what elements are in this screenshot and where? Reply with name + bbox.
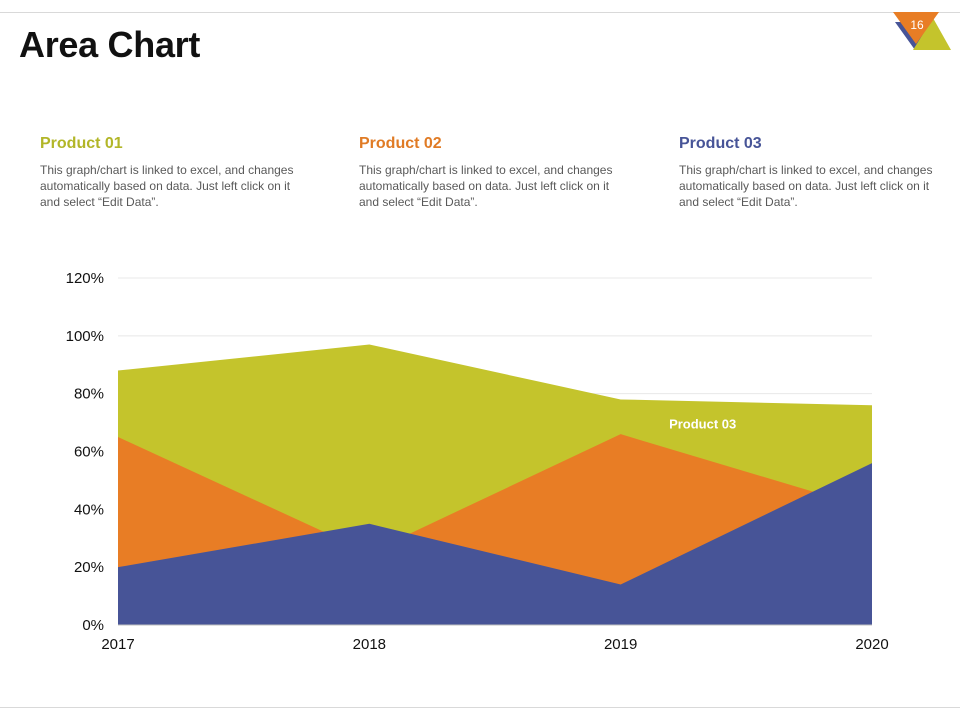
- page-title: Area Chart: [19, 24, 201, 65]
- x-tick-label: 2020: [855, 636, 888, 653]
- product-01-title: Product 01: [40, 135, 123, 152]
- product-01-description: This graph/chart is linked to excel, and…: [40, 163, 294, 209]
- top-divider: [0, 12, 960, 13]
- series-annotation-label: Product 03: [669, 416, 736, 431]
- y-tick-label: 60%: [74, 444, 104, 461]
- y-tick-label: 20%: [74, 559, 104, 576]
- product-02-description: This graph/chart is linked to excel, and…: [359, 163, 613, 209]
- y-tick-label: 40%: [74, 501, 104, 518]
- slide-number-badge: [893, 12, 951, 50]
- area-chart: 0% 20% 40% 60% 80% 100% 120% 2017 2018 2019 2020 Pr…: [66, 270, 889, 653]
- x-tick-label: 2017: [101, 636, 134, 653]
- slide-number: 16: [910, 18, 924, 32]
- product-03-description: This graph/chart is linked to excel, and…: [679, 163, 933, 209]
- x-tick-label: 2018: [353, 636, 386, 653]
- y-tick-label: 120%: [66, 270, 104, 287]
- product-03-block: Product 03 This graph/chart is linked to…: [679, 135, 939, 210]
- product-02-title: Product 02: [359, 135, 442, 152]
- y-tick-label: 80%: [74, 386, 104, 403]
- bottom-divider: [0, 707, 960, 708]
- product-02-block: Product 02 This graph/chart is linked to…: [359, 135, 619, 210]
- y-tick-label: 0%: [82, 617, 104, 634]
- x-tick-label: 2019: [604, 636, 637, 653]
- product-03-title: Product 03: [679, 135, 762, 152]
- y-tick-label: 100%: [66, 328, 104, 345]
- area-series-3: [118, 463, 872, 625]
- product-01-block: Product 01 This graph/chart is linked to…: [40, 135, 300, 210]
